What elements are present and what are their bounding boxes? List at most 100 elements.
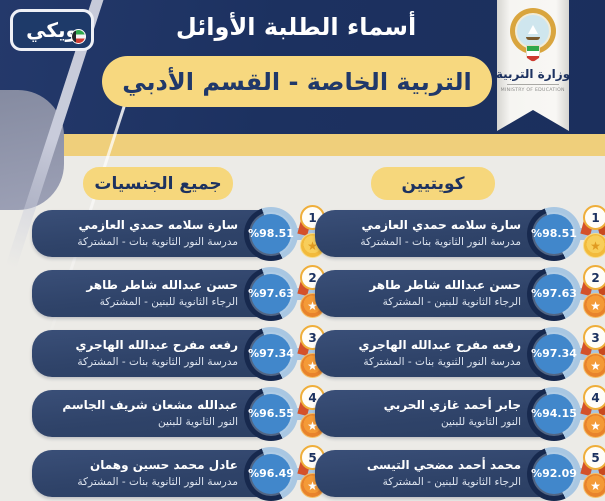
student-bar: محمد أحمد مضحي التيسى الرجاء الثانوية لل… bbox=[315, 450, 567, 497]
ranking-row: سارة سلامه حمدي العازمي مدرسة النور الثا… bbox=[313, 205, 605, 261]
student-name: سارة سلامه حمدي العازمي bbox=[78, 218, 238, 233]
star-icon: ★ bbox=[590, 418, 601, 433]
student-bar: عادل محمد حسين وهمان مدرسة النور الثانوي… bbox=[32, 450, 284, 497]
student-name: رفعه مفرح عبدالله الهاجري bbox=[358, 338, 521, 353]
rank-number: 4 bbox=[583, 385, 605, 410]
percentage-value: %92.09 bbox=[531, 453, 577, 494]
ranking-list-all-nationalities: سارة سلامه حمدي العازمي مدرسة النور الثا… bbox=[30, 205, 332, 501]
student-name: رفعه مفرح عبدالله الهاجري bbox=[75, 338, 238, 353]
dhow-ship-icon bbox=[515, 13, 551, 49]
column-title-kuwaitis: كويتيين bbox=[371, 167, 495, 200]
percentage-ring: %98.51 bbox=[527, 206, 581, 261]
rank-medal-icon: 1 ★ bbox=[577, 205, 605, 261]
student-name: عادل محمد حسين وهمان bbox=[90, 458, 238, 473]
rank-number: 1 bbox=[583, 205, 605, 230]
student-school: مدرسة النور الثانوية بنات - المشتركة bbox=[360, 235, 521, 248]
medal-coin-icon: ★ bbox=[583, 233, 605, 258]
percentage-ring: %96.55 bbox=[244, 386, 298, 441]
star-icon: ★ bbox=[307, 298, 318, 313]
percentage-value: %94.15 bbox=[531, 393, 577, 434]
rank-number: 2 bbox=[583, 265, 605, 290]
student-school: الرجاء الثانوية للبنين - المشتركة bbox=[382, 475, 521, 488]
student-name: محمد أحمد مضحي التيسى bbox=[366, 458, 521, 473]
ranking-row: سارة سلامه حمدي العازمي مدرسة النور الثا… bbox=[30, 205, 332, 261]
medal-coin-icon: ★ bbox=[583, 473, 605, 498]
student-name: حسن عبدالله شاطر طاهر bbox=[369, 278, 521, 293]
star-icon: ★ bbox=[307, 238, 318, 253]
header-accent-band bbox=[0, 134, 605, 156]
rank-number: 5 bbox=[583, 445, 605, 470]
wiki-logo-text: ويكي bbox=[26, 18, 78, 42]
medal-coin-icon: ★ bbox=[583, 413, 605, 438]
column-title-all-nationalities: جميع الجنسيات bbox=[83, 167, 233, 200]
star-icon: ★ bbox=[307, 478, 318, 493]
percentage-value: %97.34 bbox=[531, 333, 577, 374]
percentage-value: %96.55 bbox=[248, 393, 294, 434]
ranking-row: رفعه مفرح عبدالله الهاجري مدرسة النور ال… bbox=[30, 325, 332, 381]
medal-coin-icon: ★ bbox=[583, 353, 605, 378]
student-bar: سارة سلامه حمدي العازمي مدرسة النور الثا… bbox=[32, 210, 284, 257]
percentage-ring: %98.51 bbox=[244, 206, 298, 261]
ranking-row: عادل محمد حسين وهمان مدرسة النور الثانوي… bbox=[30, 445, 332, 501]
percentage-ring: %96.49 bbox=[244, 446, 298, 501]
student-bar: رفعه مفرح عبدالله الهاجري مدرسة النور ال… bbox=[32, 330, 284, 377]
percentage-ring: %97.34 bbox=[527, 326, 581, 381]
ministry-ribbon: وزارة التربية MINISTRY OF EDUCATION bbox=[497, 0, 569, 131]
column-kuwaitis: كويتيين سارة سلامه حمدي العازمي مدرسة ال… bbox=[313, 167, 605, 501]
percentage-ring: %97.34 bbox=[244, 326, 298, 381]
divider bbox=[507, 84, 559, 85]
student-name: جابر أحمد غازي الحربي bbox=[383, 398, 521, 413]
percentage-ring: %97.63 bbox=[527, 266, 581, 321]
student-school: النور الثانوية للبنين bbox=[157, 415, 238, 428]
student-school: الرجاء الثانوية للبنين - المشتركة bbox=[382, 295, 521, 308]
column-all-nationalities: جميع الجنسيات سارة سلامه حمدي العازمي مد… bbox=[30, 167, 332, 501]
star-icon: ★ bbox=[307, 358, 318, 373]
student-school: مدرسة النور الثانوية بنات - المشتركة bbox=[77, 355, 238, 368]
percentage-value: %97.63 bbox=[248, 273, 294, 314]
ranking-row: حسن عبدالله شاطر طاهر الرجاء الثانوية لل… bbox=[30, 265, 332, 321]
star-icon: ★ bbox=[590, 298, 601, 313]
percentage-value: %97.63 bbox=[531, 273, 577, 314]
ranking-list-kuwaitis: سارة سلامه حمدي العازمي مدرسة النور الثا… bbox=[313, 205, 605, 501]
kuwait-flag-shield-icon bbox=[526, 45, 540, 62]
section-subtitle: التربية الخاصة - القسم الأدبي bbox=[102, 56, 492, 107]
star-icon: ★ bbox=[590, 358, 601, 373]
percentage-value: %98.51 bbox=[248, 213, 294, 254]
student-bar: حسن عبدالله شاطر طاهر الرجاء الثانوية لل… bbox=[32, 270, 284, 317]
rank-medal-icon: 2 ★ bbox=[577, 265, 605, 321]
percentage-value: %97.34 bbox=[248, 333, 294, 374]
percentage-ring: %92.09 bbox=[527, 446, 581, 501]
rank-medal-icon: 5 ★ bbox=[577, 445, 605, 501]
star-icon: ★ bbox=[590, 238, 601, 253]
kuwait-flag-icon bbox=[71, 29, 86, 44]
student-school: النور الثانوية للبنين bbox=[440, 415, 521, 428]
student-bar: عبدالله مشعان شريف الجاسم النور الثانوية… bbox=[32, 390, 284, 437]
student-school: مدرسة النور الثنوية بنات - المشتركة bbox=[363, 355, 521, 368]
percentage-value: %96.49 bbox=[248, 453, 294, 494]
medal-coin-icon: ★ bbox=[583, 293, 605, 318]
rank-number: 3 bbox=[583, 325, 605, 350]
ranking-row: رفعه مفرح عبدالله الهاجري مدرسة النور ال… bbox=[313, 325, 605, 381]
student-school: مدرسة النور الثانوية بنات - المشتركة bbox=[77, 475, 238, 488]
rank-medal-icon: 2 ★ bbox=[294, 265, 330, 321]
student-name: سارة سلامه حمدي العازمي bbox=[361, 218, 521, 233]
ranking-row: عبدالله مشعان شريف الجاسم النور الثانوية… bbox=[30, 385, 332, 441]
rank-medal-icon: 3 ★ bbox=[577, 325, 605, 381]
ranking-row: جابر أحمد غازي الحربي النور الثانوية للب… bbox=[313, 385, 605, 441]
ranking-row: حسن عبدالله شاطر طاهر الرجاء الثانوية لل… bbox=[313, 265, 605, 321]
student-bar: حسن عبدالله شاطر طاهر الرجاء الثانوية لل… bbox=[315, 270, 567, 317]
student-school: الرجاء الثانوية للبنين - المشتركة bbox=[99, 295, 238, 308]
rank-number: 2 bbox=[300, 265, 325, 290]
star-icon: ★ bbox=[307, 418, 318, 433]
star-icon: ★ bbox=[590, 478, 601, 493]
page-title: أسماء الطلبة الأوائل bbox=[175, 13, 417, 41]
wiki-watermark-logo: ويكي bbox=[10, 9, 94, 51]
ranking-row: محمد أحمد مضحي التيسى الرجاء الثانوية لل… bbox=[313, 445, 605, 501]
ministry-name-arabic: وزارة التربية bbox=[495, 67, 571, 81]
percentage-ring: %97.63 bbox=[244, 266, 298, 321]
student-name: حسن عبدالله شاطر طاهر bbox=[86, 278, 238, 293]
student-bar: سارة سلامه حمدي العازمي مدرسة النور الثا… bbox=[315, 210, 567, 257]
ministry-name-english: MINISTRY OF EDUCATION bbox=[500, 87, 566, 93]
kuwait-coat-of-arms-icon bbox=[510, 8, 556, 54]
student-bar: رفعه مفرح عبدالله الهاجري مدرسة النور ال… bbox=[315, 330, 567, 377]
